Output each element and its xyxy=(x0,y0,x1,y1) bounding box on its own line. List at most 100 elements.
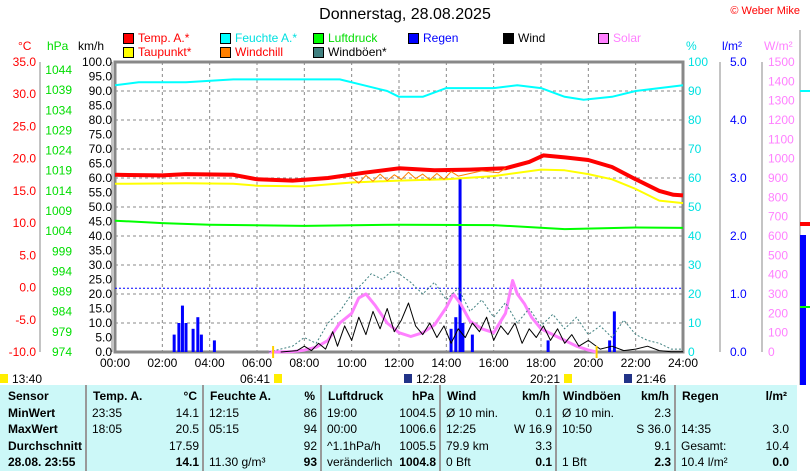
legend-item-luftdruck: Luftdruck xyxy=(313,31,377,45)
moon-rise-icon xyxy=(404,374,412,383)
table-col-divider xyxy=(555,385,557,471)
wind-tick-label: 95.0 xyxy=(89,70,113,84)
legend-label: Luftdruck xyxy=(328,31,378,45)
rain-tick-label: 4.0 xyxy=(730,113,747,127)
series-feuchte-a- xyxy=(114,78,684,101)
humidity-tick-label: 50 xyxy=(688,200,702,214)
cell-value: W 16.9 xyxy=(513,422,552,436)
cell-value: 2.3 xyxy=(654,455,671,469)
row-label: 28.08. 23:55 xyxy=(8,455,76,469)
series-wind xyxy=(280,302,683,353)
cell-sub: 11.30 g/m³ xyxy=(209,455,266,469)
rain-tick-label: 1.0 xyxy=(730,287,747,301)
pressure-tick-label: 979 xyxy=(52,325,72,339)
cell-value: 93 xyxy=(303,455,317,469)
pressure-tick-label: 1004 xyxy=(45,224,72,238)
table-col-divider xyxy=(202,385,204,471)
cell-sub: 19:00 xyxy=(327,405,358,420)
temp-tick-label: 10.0 xyxy=(13,216,37,230)
x-tick-label: 24:00 xyxy=(668,356,698,370)
cell-value: 0.1 xyxy=(535,455,552,469)
wind-tick-label: 40.0 xyxy=(89,229,113,243)
x-tick-label: 12:00 xyxy=(384,356,414,370)
series-temp-a- xyxy=(114,153,684,198)
legend-item-temp-a-: Temp. A.* xyxy=(123,31,189,45)
rain-bar xyxy=(191,328,195,352)
current-rain-bar xyxy=(800,235,806,385)
stats-table: Sensor Temp. A. °C Feuchte A.% Luftdruck hPa W… xyxy=(0,385,797,471)
event-moon-icon-label: 21:46 xyxy=(636,372,666,385)
sunset-icon xyxy=(564,374,572,383)
wind-tick-label: 65.0 xyxy=(89,157,113,171)
cell-value: 14.1 xyxy=(175,405,199,420)
cell-sub: Ø 10 min. xyxy=(446,405,499,420)
x-tick-label: 18:00 xyxy=(526,356,556,370)
header-unit-1: °C xyxy=(183,389,197,403)
legend-swatch xyxy=(313,32,324,44)
event-sunrise-label: 06:41 xyxy=(240,372,270,385)
temp-tick-label: 5.0 xyxy=(19,248,36,262)
table-col-divider xyxy=(320,385,322,471)
header-5: Windböen xyxy=(563,389,621,403)
solar-tick-label: 200 xyxy=(768,306,788,320)
row-label: MinWert xyxy=(8,405,56,420)
cell-value: 94 xyxy=(303,422,317,436)
cell-sub: Gesamt: xyxy=(681,438,727,453)
pressure-tick-label: 1034 xyxy=(45,103,72,117)
temp-tick-label: 15.0 xyxy=(13,184,37,198)
wind-tick-label: 90.0 xyxy=(89,84,113,98)
legend-swatch xyxy=(220,46,231,58)
wind-tick-label: 10.0 xyxy=(89,316,113,330)
cell-value: 20.5 xyxy=(175,422,199,436)
humidity-tick-label: 100 xyxy=(688,55,708,69)
legend-item-regen: Regen xyxy=(408,31,458,45)
header-4: Wind xyxy=(447,389,477,403)
cell-sub: 12:25 xyxy=(446,422,477,436)
table-col-divider xyxy=(439,385,441,471)
rain-bar xyxy=(449,328,453,352)
wind-tick-label: 20.0 xyxy=(89,287,113,301)
legend-swatch xyxy=(313,46,324,58)
legend-item-taupunkt-: Taupunkt* xyxy=(123,45,191,59)
rain-bar xyxy=(177,323,181,352)
humidity-tick-label: 10 xyxy=(688,316,702,330)
legend-label: Solar xyxy=(613,31,642,45)
plot-frame xyxy=(113,60,685,354)
humidity-tick-label: 90 xyxy=(688,84,702,98)
pressure-tick-label: 999 xyxy=(52,244,72,258)
cell-value: 14.1 xyxy=(175,455,199,469)
solar-tick-label: 800 xyxy=(768,190,788,204)
solar-tick-label: 100 xyxy=(768,326,788,340)
rain-bar xyxy=(199,334,203,352)
pressure-tick-label: 1044 xyxy=(45,63,72,77)
x-tick-label: 00:00 xyxy=(100,356,130,370)
solar-tick-label: 400 xyxy=(768,268,788,282)
x-tick-label: 02:00 xyxy=(147,356,177,370)
legend-item-wind: Wind xyxy=(503,31,545,45)
series-windböen xyxy=(268,270,683,353)
wind-tick-label: 85.0 xyxy=(89,99,113,113)
temp-tick-label: 20.0 xyxy=(13,152,37,166)
rain-bar xyxy=(461,323,465,352)
x-tick-label: 20:00 xyxy=(573,356,603,370)
pressure-tick-label: 1024 xyxy=(45,144,72,158)
cell-value: 10.4 xyxy=(765,438,789,453)
legend-item-feuchte-a-: Feuchte A.* xyxy=(220,31,297,45)
temp-tick-label: -5.0 xyxy=(15,313,36,327)
wind-axis-unit: km/h xyxy=(78,39,104,53)
cell-sub: veränderlich xyxy=(327,455,393,469)
cell-sub: Ø 10 min. xyxy=(562,405,615,420)
pressure-tick-label: 994 xyxy=(52,264,72,278)
temp-tick-label: -10.0 xyxy=(9,345,37,359)
cell-value: 1004.5 xyxy=(399,405,436,420)
header-3: Luftdruck xyxy=(328,389,384,403)
x-tick-label: 06:00 xyxy=(242,356,272,370)
series-solar xyxy=(268,279,597,354)
header-unit-4: km/h xyxy=(521,389,550,403)
rain-axis-unit: l/m² xyxy=(722,39,742,53)
pressure-axis-unit: hPa xyxy=(47,39,69,53)
cell-value: 3.3 xyxy=(535,438,552,453)
legend-item-windchill: Windchill xyxy=(220,45,283,59)
humidity-tick-label: 0 xyxy=(688,345,695,359)
